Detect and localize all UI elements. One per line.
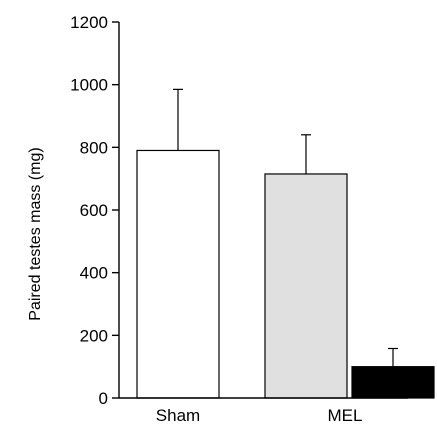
y-tick-label: 1200 <box>70 13 108 32</box>
x-category-label: Sham <box>156 406 200 425</box>
y-tick-label: 800 <box>80 138 108 157</box>
y-tick-label: 1000 <box>70 76 108 95</box>
bar-mel-1 <box>264 173 348 399</box>
bar-sham-0 <box>136 149 220 399</box>
y-tick-label: 400 <box>80 264 108 283</box>
y-axis-ticks: 0 200 400 600 800 1000 1200 <box>70 13 119 408</box>
y-tick-label: 200 <box>80 326 108 345</box>
y-tick-label: 600 <box>80 201 108 220</box>
y-axis-title: Paired testes mass (mg) <box>27 147 44 320</box>
bar-mel-2 <box>351 366 435 399</box>
x-category-label: MEL <box>328 406 363 425</box>
bars <box>136 88 435 399</box>
y-tick-label: 0 <box>99 389 108 408</box>
x-axis-categories: Sham MEL <box>156 406 363 425</box>
